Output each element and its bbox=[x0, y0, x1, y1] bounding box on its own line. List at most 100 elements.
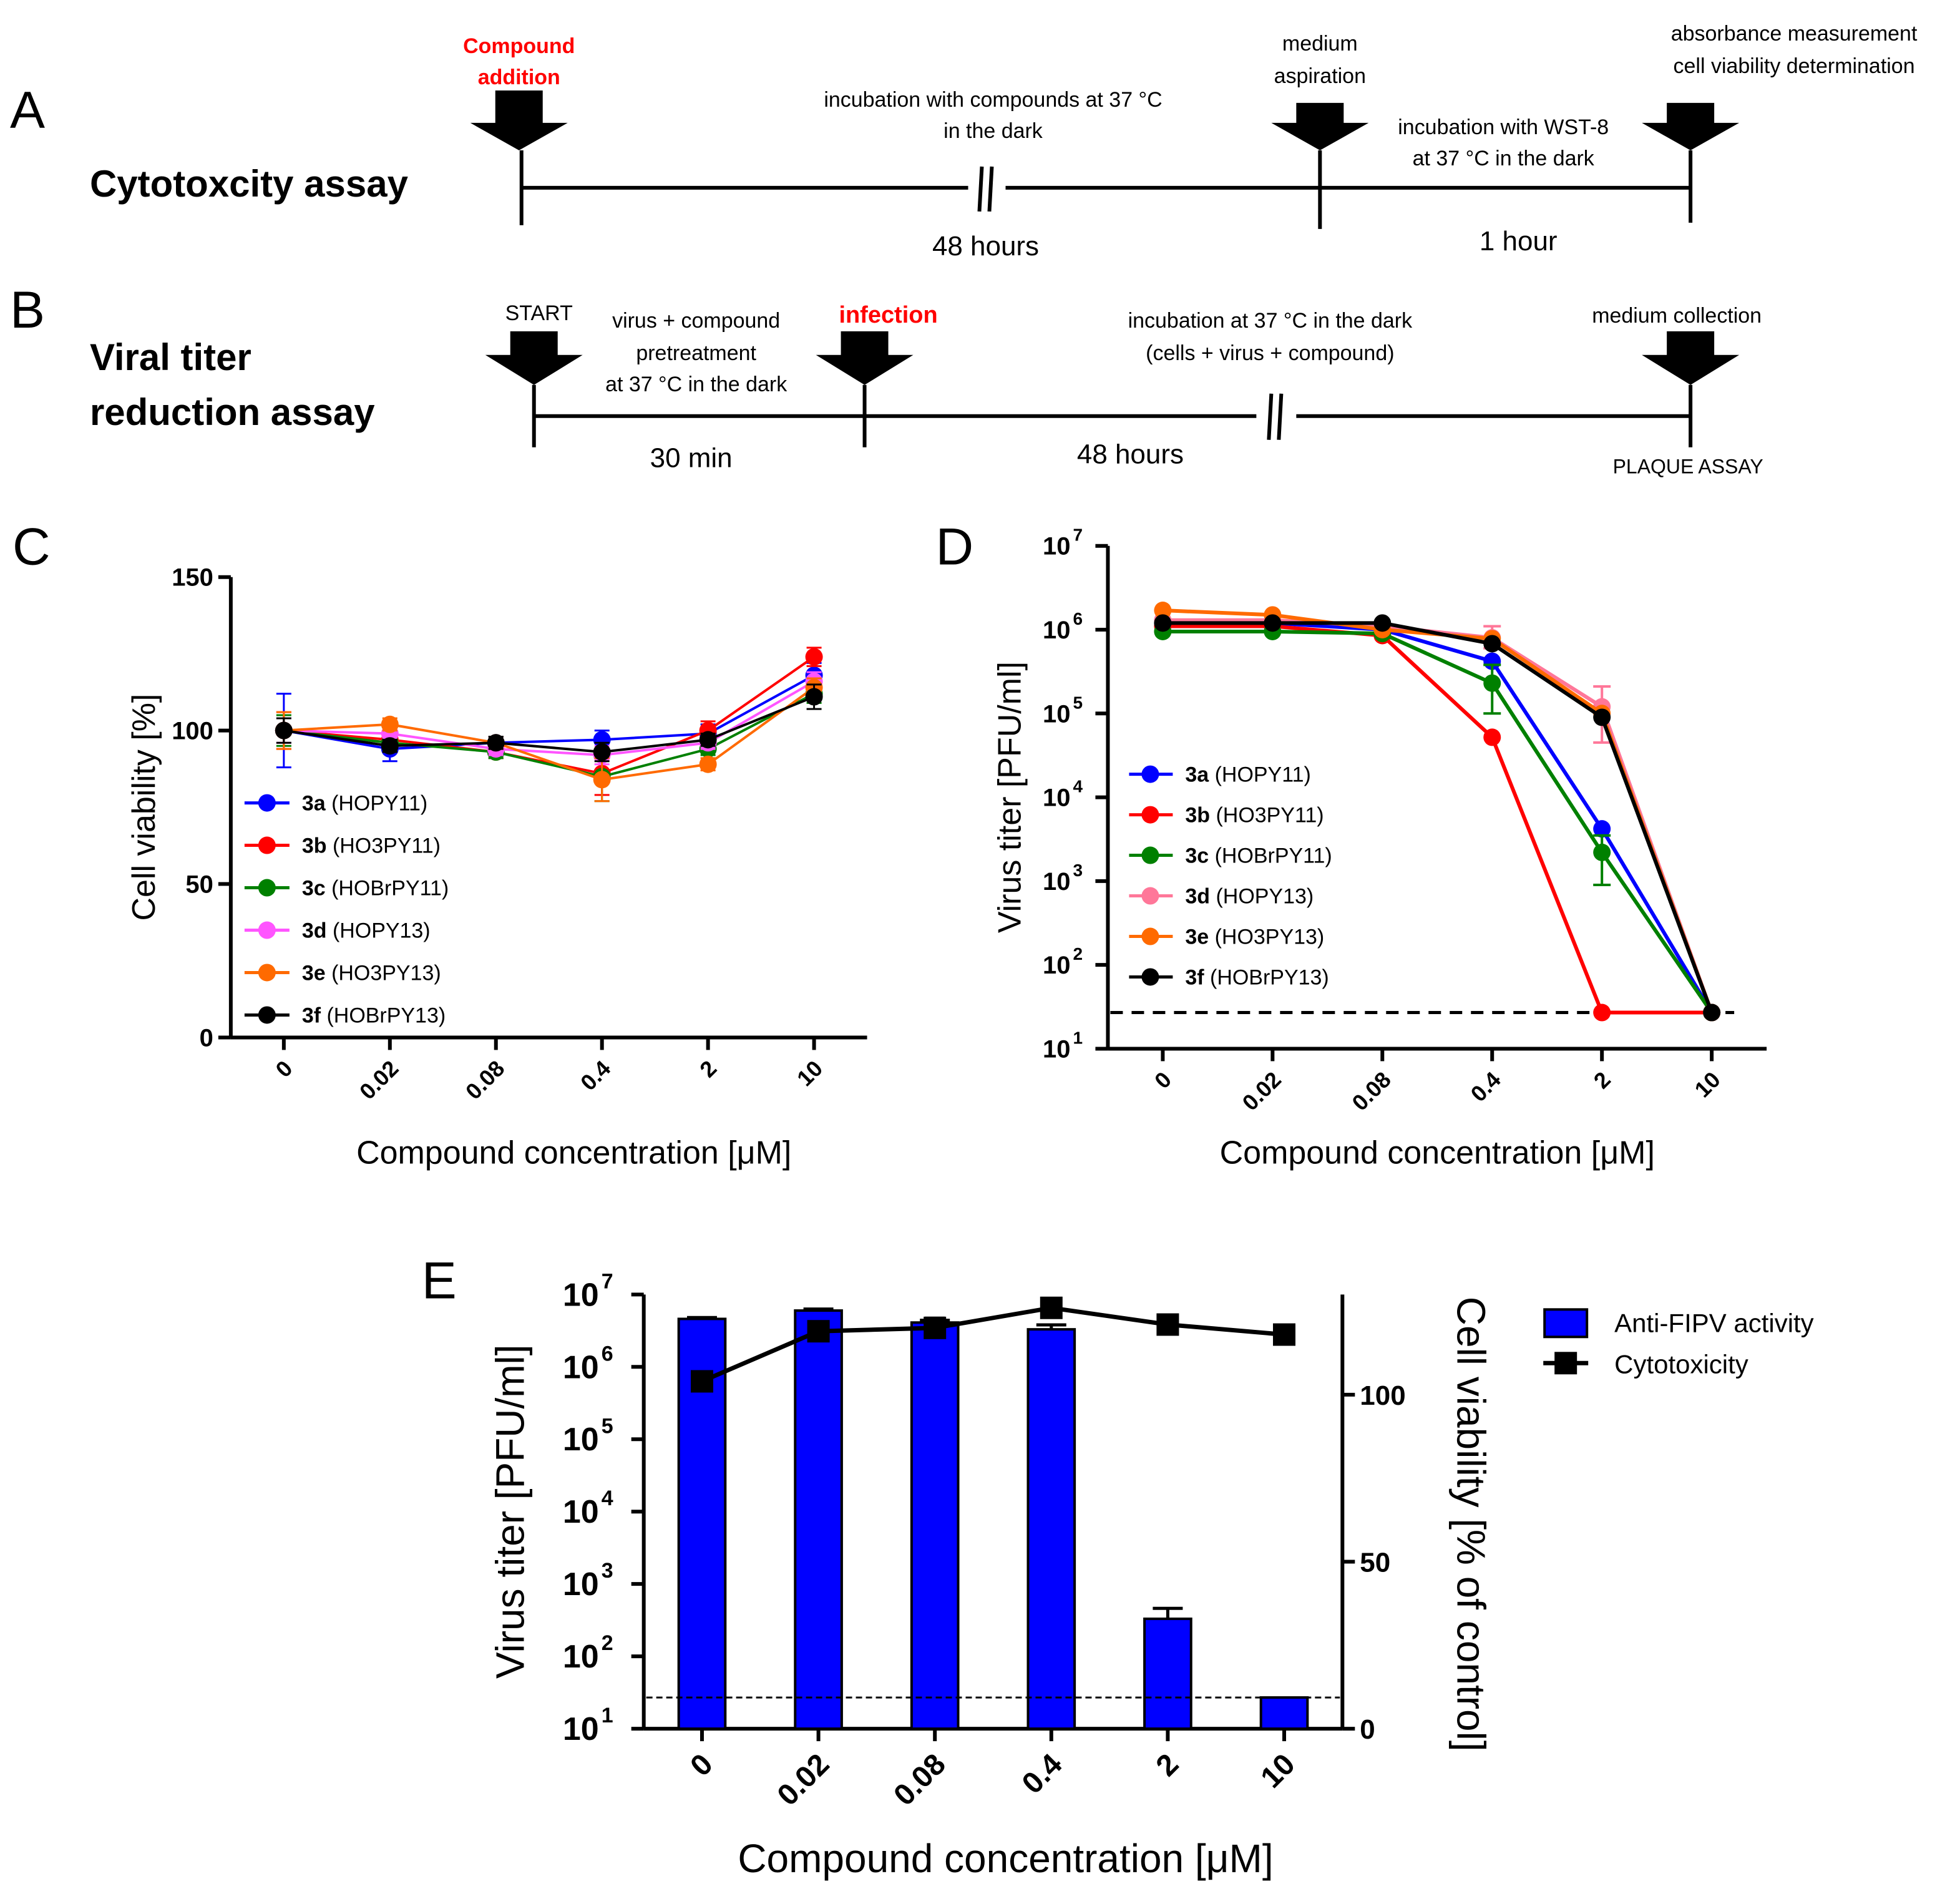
data-point bbox=[699, 731, 717, 749]
series-line bbox=[1163, 621, 1714, 1013]
legend-label: 3c (HOBrPY11) bbox=[1185, 844, 1332, 868]
panel-label-b: B bbox=[10, 280, 45, 339]
x-axis-label: Compound concentration [μM] bbox=[356, 1135, 791, 1171]
chart-c-cell-viability: C 0 50 100 150 0 0.02 0.08 0.4 2 10 Cell viability … bbox=[12, 517, 867, 1171]
x-tick-label: 0 bbox=[270, 1055, 297, 1082]
data-point bbox=[1593, 843, 1611, 861]
legend-swatch-marker bbox=[258, 964, 276, 982]
pretreatment-label-1: virus + compound bbox=[612, 309, 780, 333]
panel-a-timeline: A Cytotoxcity assay Compound addition in… bbox=[10, 22, 1918, 261]
series-line bbox=[1163, 624, 1712, 1015]
series-line bbox=[283, 692, 815, 778]
start-arrow-icon bbox=[485, 331, 583, 385]
pretreatment-label-3: at 37 °C in the dark bbox=[605, 373, 787, 396]
legend-swatch-marker bbox=[1141, 765, 1159, 783]
data-point bbox=[1703, 1003, 1721, 1022]
y-tick-label: 50 bbox=[185, 871, 213, 899]
y-tick-label-left: 10 bbox=[563, 1566, 599, 1603]
bar bbox=[794, 1309, 843, 1731]
legend-label: 3e (HO3PY13) bbox=[302, 961, 441, 985]
y-tick-exponent-left: 3 bbox=[602, 1559, 613, 1583]
legend-bar-label: Anti-FIPV activity bbox=[1614, 1308, 1814, 1337]
y-axis-label: Virus titer [PFU/ml] bbox=[992, 662, 1028, 933]
y-tick-exponent: 2 bbox=[1073, 944, 1083, 964]
bar bbox=[1143, 1618, 1192, 1731]
y-tick-exponent: 5 bbox=[1073, 693, 1083, 712]
infection-arrow-icon bbox=[816, 331, 914, 385]
y-axis-label-right: Cell viability [% of control] bbox=[1448, 1297, 1493, 1752]
legend-swatch-marker bbox=[1141, 927, 1159, 945]
y-tick-exponent: 6 bbox=[1073, 609, 1083, 628]
y-tick-label: 10 bbox=[1043, 533, 1070, 560]
y-tick-exponent-left: 1 bbox=[602, 1704, 613, 1727]
legend-label: 3c (HOBrPY11) bbox=[302, 877, 449, 901]
pretreatment-label-2: pretreatment bbox=[636, 341, 756, 365]
legend-name: (HO3PY11) bbox=[1210, 804, 1324, 828]
cytotoxicity-assay-title: Cytotoxcity assay bbox=[90, 163, 409, 205]
incubation-compounds-label-1: incubation with compounds at 37 °C bbox=[824, 88, 1162, 112]
series-line bbox=[283, 655, 815, 775]
data-point bbox=[275, 721, 293, 740]
legend-key: 3c bbox=[1185, 844, 1209, 868]
panel-label-d: D bbox=[936, 517, 974, 576]
x-axis-label: Compound concentration [μM] bbox=[738, 1836, 1273, 1881]
legend-swatch-marker bbox=[258, 879, 276, 897]
y-tick-label-left: 10 bbox=[563, 1494, 599, 1530]
data-point bbox=[593, 743, 611, 761]
y-tick-exponent-left: 2 bbox=[602, 1631, 613, 1655]
plaque-assay-label: PLAQUE ASSAY bbox=[1613, 456, 1763, 478]
data-point bbox=[593, 771, 611, 789]
legend-label: 3f (HOBrPY13) bbox=[1185, 965, 1329, 989]
legend-key: 3a bbox=[1185, 763, 1209, 787]
x-tick-label: 0.02 bbox=[354, 1055, 403, 1104]
legend-key: 3f bbox=[302, 1003, 321, 1027]
bar bbox=[910, 1321, 960, 1731]
y-tick-label-right: 0 bbox=[1360, 1714, 1375, 1745]
x-tick-label: 2 bbox=[1589, 1067, 1616, 1093]
x-tick-label: 0 bbox=[684, 1747, 719, 1782]
data-point bbox=[1154, 614, 1172, 632]
y-tick-label: 10 bbox=[1043, 952, 1070, 979]
data-point bbox=[1593, 708, 1611, 726]
legend-label: 3b (HO3PY11) bbox=[1185, 804, 1324, 828]
series-3b bbox=[275, 647, 823, 796]
absorbance-label-2: cell viability determination bbox=[1674, 54, 1915, 78]
legend-swatch-marker bbox=[258, 921, 276, 939]
y-tick-exponent-left: 4 bbox=[602, 1487, 613, 1510]
series-line bbox=[283, 674, 815, 751]
legend-swatch-marker bbox=[1141, 846, 1159, 864]
legend-name: (HOBrPY11) bbox=[326, 877, 449, 901]
incubation-compounds-label-2: in the dark bbox=[943, 119, 1043, 143]
x-tick-label: 0.08 bbox=[461, 1055, 509, 1104]
y-tick-exponent-left: 7 bbox=[602, 1269, 613, 1293]
y-tick-label: 10 bbox=[1043, 784, 1070, 812]
duration-30min-b: 30 min bbox=[650, 443, 733, 474]
legend-key: 3d bbox=[302, 919, 327, 943]
legend-label: 3b (HO3PY11) bbox=[302, 834, 441, 858]
data-point bbox=[1483, 674, 1501, 692]
y-tick-label: 10 bbox=[1043, 1035, 1070, 1063]
absorbance-arrow-icon bbox=[1642, 102, 1740, 150]
legend-name: (HOPY13) bbox=[327, 919, 431, 943]
legend-name: (HO3PY11) bbox=[327, 834, 441, 858]
x-tick-label: 10 bbox=[1689, 1067, 1725, 1102]
bar bbox=[1259, 1696, 1309, 1731]
bar bbox=[1026, 1328, 1076, 1731]
duration-48h-a: 48 hours bbox=[932, 231, 1039, 261]
x-tick-label: 0.02 bbox=[1237, 1067, 1287, 1116]
legend-bar-swatch bbox=[1543, 1308, 1589, 1339]
panel-label-e: E bbox=[422, 1251, 457, 1309]
panel-label-a: A bbox=[10, 81, 45, 139]
duration-48h-b: 48 hours bbox=[1077, 439, 1184, 470]
legend-swatch-marker bbox=[1141, 806, 1159, 824]
y-axis-label-left: Virus titer [PFU/ml] bbox=[488, 1344, 533, 1679]
panel-label-c: C bbox=[12, 517, 51, 576]
legend-name: (HO3PY13) bbox=[1209, 925, 1324, 949]
y-tick-label: 150 bbox=[172, 564, 213, 592]
legend-line-marker bbox=[1554, 1352, 1577, 1375]
series-3f bbox=[275, 683, 823, 763]
line-data-point bbox=[690, 1370, 713, 1393]
x-tick-label: 10 bbox=[792, 1055, 827, 1091]
